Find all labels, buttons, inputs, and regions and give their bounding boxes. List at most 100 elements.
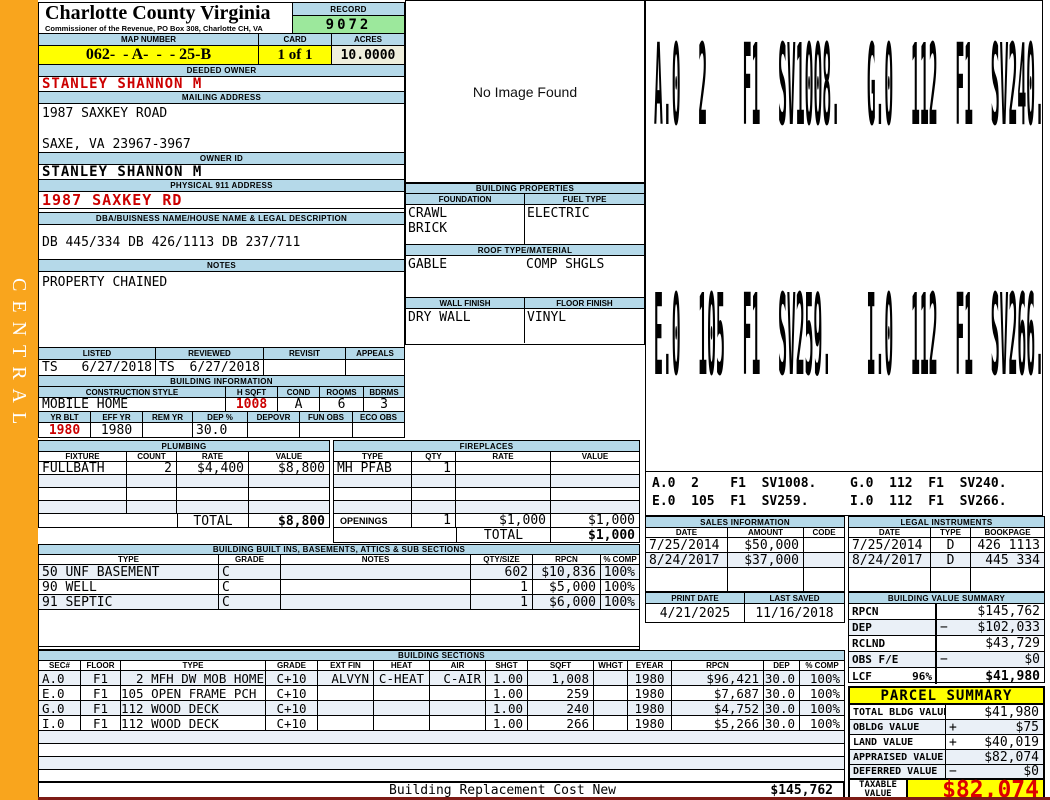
dep-label: DEP % [193,412,248,422]
sales-table: SALES INFORMATION DATE AMOUNT CODE 7/25/… [645,516,845,592]
ecoobs-label: ECO OBS [353,412,404,422]
bdrms-label: BDRMS [364,387,404,397]
legend-row: E.0 105 F1 SV259. I.0 112 F1 SV266. [652,494,1007,509]
foundation-label: FOUNDATION [406,194,525,204]
acres-label: ACRES [332,34,404,45]
funobs-label: FUN OBS [300,412,353,422]
summary-row: RPCN $145,762 [849,604,1044,620]
sketch-legend: A.0 2 F1 SV1008. G.0 112 F1 SV240. E.0 1… [645,472,1043,516]
print-date-label: PRINT DATE [646,593,745,603]
record-value: 9072 [293,16,404,33]
revisit-label: REVISIT [264,348,346,359]
building-properties: BUILDING PROPERTIES FOUNDATION FUEL TYPE… [405,183,645,345]
fireplaces-table: FIREPLACES TYPE QTY RATE VALUE MH PFAB 1… [333,440,640,543]
taxable-label: TAXABLE VALUE [850,780,908,800]
map-number-label: MAP NUMBER [39,34,259,45]
reviewed-label: REVIEWED [156,348,264,359]
builtins-title: BUILDING BUILT INS, BASEMENTS, ATTICS & … [39,545,639,555]
summary-row: LCF 96% $41,980 [849,668,1044,684]
building-sections-table: BUILDING SECTIONS SEC# FLOOR TYPE GRADE … [38,650,845,782]
appeals-label: APPEALS [346,348,404,359]
revisit-value [264,360,346,375]
construction-style-label: CONSTRUCTION STYLE [39,387,226,397]
summary-row: APPRAISED VALUE $82,074 [850,750,1043,765]
bdrms-value: 3 [380,398,388,411]
table-row: 7/25/2014 D 426 1113 [849,538,1044,553]
yrblt-label: YR BLT [39,412,91,422]
summary-row: RCLND $43,729 [849,636,1044,652]
remyr-label: REM YR [143,412,193,422]
map-number-value: 062- - A- - - 25-B [39,46,259,64]
owner-id-value: STANLEY SHANNON M [39,164,404,180]
table-row: FULLBATH 2 $4,400 $8,800 [39,462,329,475]
yrblt-value: 1980 [39,423,91,437]
deeded-owner-value: STANLEY SHANNON M [39,76,404,92]
legend-row: A.0 2 F1 SV1008. G.0 112 F1 SV240. [652,476,1007,491]
plumbing-title: PLUMBING [39,441,329,452]
legal-title: LEGAL INSTRUMENTS [849,517,1044,528]
funobs-value [300,423,353,437]
building-sections-title: BUILDING SECTIONS [39,651,844,661]
physical-address-label: PHYSICAL 911 ADDRESS [39,180,404,192]
taxable-row: TAXABLE VALUE $82,074 [850,777,1043,800]
parcel-summary: PARCEL SUMMARY TOTAL BLDG VALUE $41,980 … [848,686,1045,800]
physical-address-value: 1987 SAXKEY RD [39,191,404,209]
region-label: CENTRAL [8,278,30,434]
summary-row: DEFERRED VALUE − $0 [850,765,1043,780]
table-row: 8/24/2017 D 445 334 [849,553,1044,568]
foundation-value-2: BRICK [408,221,448,236]
parcel-summary-title: PARCEL SUMMARY [850,688,1043,705]
appeals-value [346,360,404,375]
table-row: E.0 F1 105 OPEN FRAME PCH C+10 1.00 259 … [39,686,844,701]
summary-row: DEP − $102,033 [849,620,1044,636]
effyr-value: 1980 [91,423,143,437]
county-title: Charlotte County Virginia [45,3,271,24]
wall-finish-label: WALL FINISH [406,298,525,308]
table-row: MH PFAB 1 [334,462,639,475]
sketch-area: A.0 2 F1 SV1008. G.0 112 F1 SV240. E.0 1… [645,0,1044,472]
taxable-value: $82,074 [908,777,1043,800]
sketch-label-2: E.0 105 F1 SV259. I.0 112 F1 SV266. [654,269,1044,402]
mailing-line2: SAXE, VA 23967-3967 [42,137,191,152]
openings-row: OPENINGS 1 $1,000 $1,000 [334,514,639,528]
legal-table: LEGAL INSTRUMENTS DATE TYPE BOOKPAGE 7/2… [848,516,1045,592]
commissioner-line: Commissioner of the Revenue, PO Box 308,… [45,24,263,33]
table-row: 7/25/2014 $50,000 [646,538,844,553]
table-row: 91 SEPTIC C 1 $6,000 100% [39,595,639,610]
fuel-type-label: FUEL TYPE [525,194,644,204]
listed-label: LISTED [39,348,156,359]
table-row: 90 WELL C 1 $5,000 100% [39,580,639,595]
effyr-label: EFF YR [91,412,143,422]
summary-row: TOTAL BLDG VALUE $41,980 [850,705,1043,720]
roof-label: ROOF TYPE/MATERIAL [406,245,644,256]
replacement-cost-label: Building Replacement Cost New [389,782,616,798]
print-date-value: 4/21/2025 [646,604,745,622]
building-info-title: BUILDING INFORMATION [39,376,404,387]
fuel-type-value: ELECTRIC [527,206,590,221]
notes-label: NOTES [39,260,404,272]
remyr-value [143,423,193,437]
print-info: PRINT DATE LAST SAVED 4/21/2025 11/16/20… [645,592,845,623]
mailing-address-label: MAILING ADDRESS [39,92,404,104]
roof-material-value: COMP SHGLS [526,257,605,272]
photo-placeholder: No Image Found [405,0,645,183]
builtins-table: BUILDING BUILT INS, BASEMENTS, ATTICS & … [38,544,640,663]
table-row: I.0 F1 112 WOOD DECK C+10 1.00 266 1980 … [39,716,844,731]
replacement-cost-value: $145,762 [770,782,833,798]
plumbing-total-label: TOTAL [177,514,249,528]
depovr-value [248,423,300,437]
owner-id-label: OWNER ID [39,153,404,165]
summary-row: OBLDG VALUE + $75 [850,720,1043,735]
roof-type-value: GABLE [408,257,448,272]
summary-row: LAND VALUE + $40,019 [850,735,1043,750]
table-row: 8/24/2017 $37,000 [646,553,844,568]
building-value-summary: BUILDING VALUE SUMMARY RPCN $145,762 DEP… [848,592,1045,684]
no-image-text: No Image Found [472,83,578,100]
notes-value: PROPERTY CHAINED [39,272,404,348]
summary-row: OBS F/E − $0 [849,652,1044,668]
dba-label: DBA/BUISNESS NAME/HOUSE NAME & LEGAL DES… [39,213,404,225]
region-band: CENTRAL [0,0,38,800]
deeded-owner-label: DEEDED OWNER [39,65,404,77]
dep-value: 30.0 [193,423,248,437]
